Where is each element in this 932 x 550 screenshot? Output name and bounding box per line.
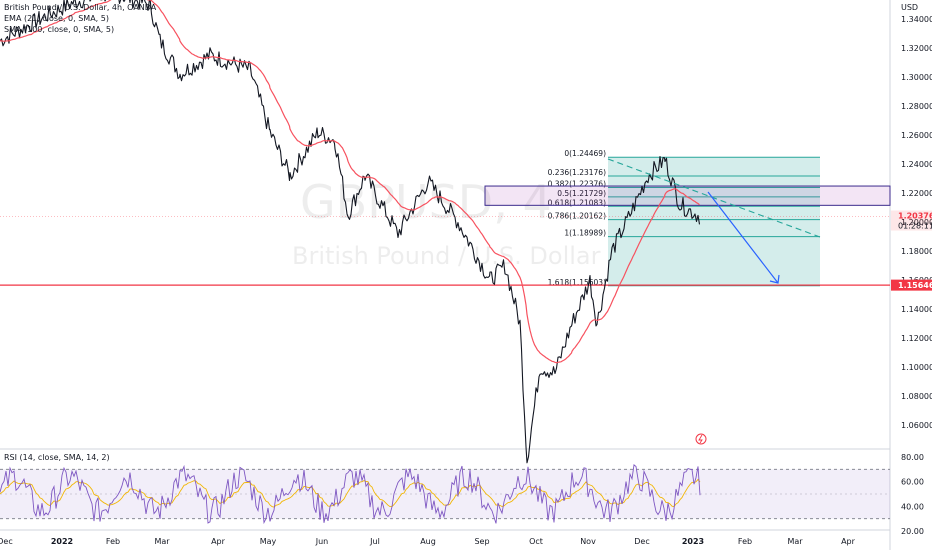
time-tick-label: Jul <box>369 537 380 546</box>
time-tick-label: Apr <box>841 537 856 546</box>
legend-sma: SMA (100, close, 0, SMA, 5) <box>4 25 114 34</box>
price-tick-label: 1.30000 <box>901 73 932 82</box>
time-tick-label: Dec <box>0 537 13 546</box>
time-tick-label: Nov <box>580 537 596 546</box>
time-tick-label: 2023 <box>682 537 704 546</box>
rsi-axis[interactable]: 80.00 60.00 40.00 20.00 <box>901 453 924 536</box>
price-tick-label: 1.20000 <box>901 218 932 227</box>
fib-level-label: 1.618(1.15603) <box>548 278 606 287</box>
price-tick-label: 1.28000 <box>901 102 932 111</box>
rsi-tick-label: 40.00 <box>901 502 924 511</box>
time-tick-label: Jun <box>315 537 329 546</box>
support-level-tag-bg <box>891 279 932 291</box>
rsi-ma-line <box>0 478 701 508</box>
fib-level-label: 1(1.18989) <box>564 229 606 238</box>
rsi-pane[interactable] <box>0 464 890 525</box>
time-tick-label: Dec <box>634 537 649 546</box>
legend[interactable]: British Pound / U.S. Dollar, 4h, OANDA E… <box>4 3 157 34</box>
price-axis-currency: USD <box>901 3 918 12</box>
ema-line <box>0 0 700 364</box>
rsi-tick-label: 60.00 <box>901 478 924 487</box>
time-axis[interactable]: Dec 2022 Feb Mar Apr May Jun Jul Aug Sep Oct Nov Dec… <box>0 537 856 546</box>
projection-arrow[interactable] <box>707 191 779 284</box>
price-tick-label: 1.34000 <box>901 15 932 24</box>
price-tick-label: 1.12000 <box>901 334 932 343</box>
fib-level-label: 0.786(1.20162) <box>548 212 606 221</box>
last-price-value: 1.20376 <box>898 212 932 221</box>
time-tick-label: Mar <box>787 537 803 546</box>
trendline-dashed[interactable] <box>607 158 821 238</box>
arrow-head-icon <box>769 274 780 284</box>
fib-extension[interactable]: 0(1.24469)0.236(1.23176)0.382(1.22376)0.… <box>548 149 820 287</box>
time-tick-label: Feb <box>106 537 120 546</box>
last-price-countdown: 01:28:11 <box>898 222 932 231</box>
price-tick-label: 1.26000 <box>901 131 932 140</box>
price-tick-label: 1.32000 <box>901 44 932 53</box>
rsi-tick-label: 80.00 <box>901 453 924 462</box>
legend-rsi: RSI (14, close, SMA, 14, 2) <box>4 453 110 462</box>
price-tick-label: 1.10000 <box>901 363 932 372</box>
time-tick-label: Feb <box>738 537 752 546</box>
price-tick-label: 1.22000 <box>901 189 932 198</box>
rsi-line <box>0 464 701 525</box>
price-tick-label: 1.18000 <box>901 247 932 256</box>
price-tick-label: 1.08000 <box>901 392 932 401</box>
time-tick-label: Mar <box>154 537 170 546</box>
watermark-ticker: GBPUSD, 4 <box>300 175 552 229</box>
legend-symbol: British Pound / U.S. Dollar, 4h, OANDA <box>4 3 157 12</box>
support-level-tag[interactable]: 1.15646 <box>891 279 932 291</box>
last-price-tag[interactable]: 1.20376 01:28:11 <box>891 210 932 231</box>
lightning-icon[interactable] <box>695 433 707 445</box>
rsi-tick-label: 20.00 <box>901 527 924 536</box>
fib-level-label: 0.382(1.22376) <box>548 180 606 189</box>
supply-zone-rect[interactable] <box>484 185 891 206</box>
price-series <box>0 0 701 464</box>
fib-level-label: 0.5(1.21729) <box>557 189 606 198</box>
lightning-glyph <box>698 434 703 444</box>
price-tick-label: 1.24000 <box>901 160 932 169</box>
time-tick-label: May <box>260 537 277 546</box>
fib-level-label: 0.236(1.23176) <box>548 168 606 177</box>
time-tick-label: 2022 <box>51 537 73 546</box>
fib-level-label: 0(1.24469) <box>564 149 606 158</box>
time-tick-label: Sep <box>474 537 489 546</box>
price-tick-label: 1.06000 <box>901 421 932 430</box>
last-price-tag-bg <box>891 210 932 231</box>
time-tick-label: Apr <box>211 537 226 546</box>
fib-zone <box>608 157 820 286</box>
time-tick-label: Oct <box>529 537 543 546</box>
time-tick-label: Aug <box>420 537 436 546</box>
price-pane[interactable] <box>0 0 890 448</box>
price-tick-label: 1.14000 <box>901 305 932 314</box>
watermark-name: British Pound / U.S. Dollar <box>292 242 601 270</box>
support-level-value: 1.15646 <box>898 281 932 290</box>
fib-level-label: 0.618(1.21083) <box>548 198 606 207</box>
legend-ema: EMA (21, close, 0, SMA, 5) <box>4 14 109 23</box>
